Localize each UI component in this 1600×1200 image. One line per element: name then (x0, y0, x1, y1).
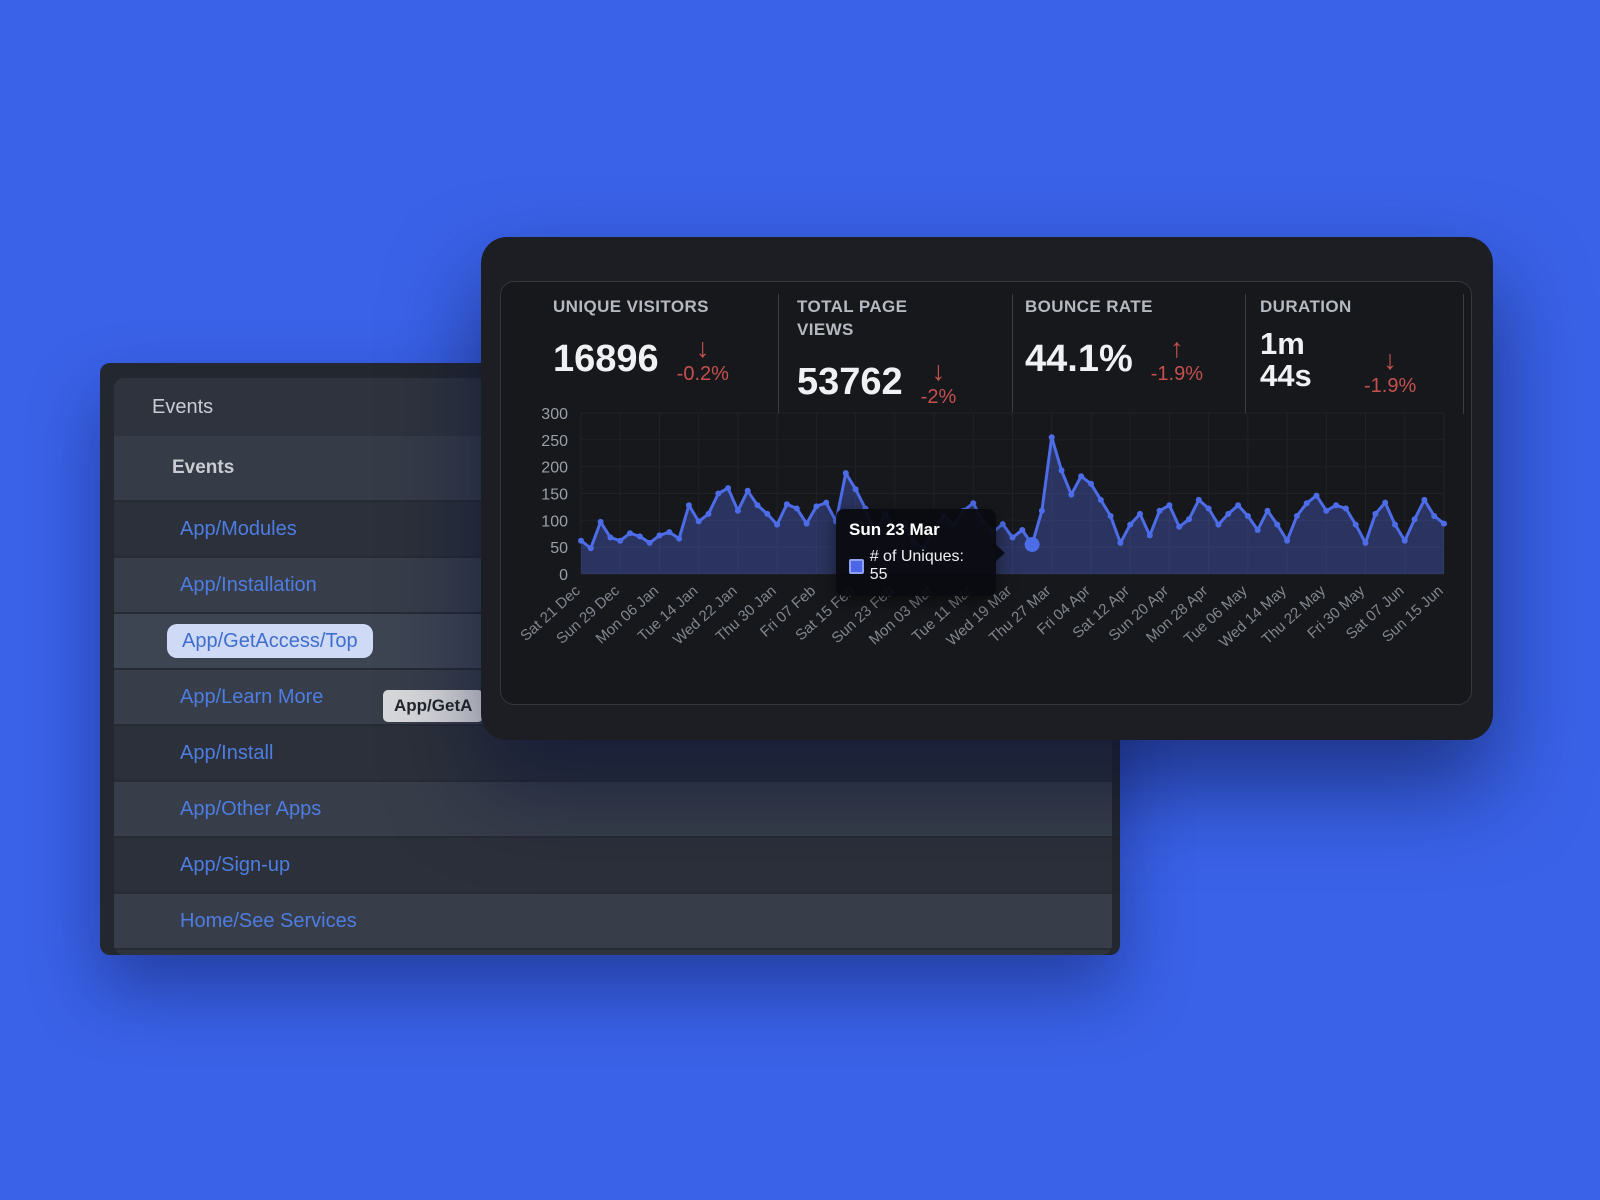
stat-delta: -1.9% (1150, 362, 1203, 385)
stat-value: 53762 (797, 361, 903, 404)
svg-text:50: 50 (550, 540, 568, 557)
stat-delta: -0.2% (676, 362, 729, 385)
stat-card: UNIQUE VISITORS 16896 ↓ -0.2% (501, 294, 779, 414)
event-label: App/Sign-up (180, 853, 291, 876)
event-label: App/Install (180, 741, 274, 764)
svg-text:150: 150 (541, 487, 568, 504)
selected-event-pill: App/GetAccess/Top (167, 624, 373, 658)
svg-text:0: 0 (559, 567, 568, 584)
trend-down-icon: ↓ (1383, 345, 1397, 376)
stat-label: DURATION (1260, 297, 1352, 316)
stat-card: DURATION 1m 44s ↓ -1.9% (1246, 294, 1464, 414)
trend-up-icon: ↑ (1170, 332, 1184, 363)
event-label: App/Learn More (180, 685, 324, 708)
tooltip-series-swatch-icon (849, 558, 864, 574)
chart-tooltip: Sun 23 Mar # of Uniques: 55 (836, 509, 1005, 596)
event-hover-tooltip: App/GetA (383, 690, 484, 722)
stat-value: 1m 44s (1260, 325, 1312, 393)
stat-value: 44.1% (1025, 338, 1133, 381)
stat-delta: -1.9% (1364, 375, 1417, 398)
stat-card: BOUNCE RATE 44.1% ↑ -1.9% (1013, 294, 1246, 414)
tooltip-value: # of Uniques: 55 (869, 548, 964, 583)
stat-value: 16896 (553, 338, 659, 381)
stat-card: TOTAL PAGE VIEWS 53762 ↓ -2% (779, 294, 1013, 414)
stat-label: TOTAL PAGE VIEWS (797, 297, 908, 339)
analytics-card: UNIQUE VISITORS 16896 ↓ -0.2% TOTAL PAGE… (500, 281, 1472, 705)
stats-row: UNIQUE VISITORS 16896 ↓ -0.2% TOTAL PAGE… (501, 294, 1464, 414)
stat-label: UNIQUE VISITORS (553, 297, 709, 316)
svg-text:100: 100 (541, 513, 568, 530)
event-row[interactable]: App/Other Apps (114, 782, 1112, 838)
tooltip-date: Sun 23 Mar (849, 520, 940, 539)
event-label: App/Other Apps (180, 797, 322, 820)
stat-label: BOUNCE RATE (1025, 297, 1153, 316)
svg-text:250: 250 (541, 433, 568, 450)
trend-down-icon: ↓ (696, 332, 710, 363)
tooltip-row: # of Uniques: 55 (849, 548, 983, 584)
svg-text:300: 300 (541, 406, 568, 423)
trend-down-icon: ↓ (931, 355, 946, 386)
svg-text:200: 200 (541, 460, 568, 477)
event-label: Home/See Services (180, 909, 357, 932)
uniques-line-chart[interactable]: Sat 21 Dec Sun 29 Dec Mon 06 Jan Tue 14 Jan… (501, 400, 1473, 698)
stat-delta: -2% (920, 385, 957, 408)
events-window-title: Events (152, 395, 214, 418)
event-label: App/Modules (180, 517, 297, 540)
event-row[interactable]: Home/See Services (114, 894, 1112, 950)
event-row[interactable]: App/Sign-up (114, 838, 1112, 894)
analytics-window: UNIQUE VISITORS 16896 ↓ -0.2% TOTAL PAGE… (481, 237, 1493, 740)
event-label: App/Installation (180, 573, 317, 596)
